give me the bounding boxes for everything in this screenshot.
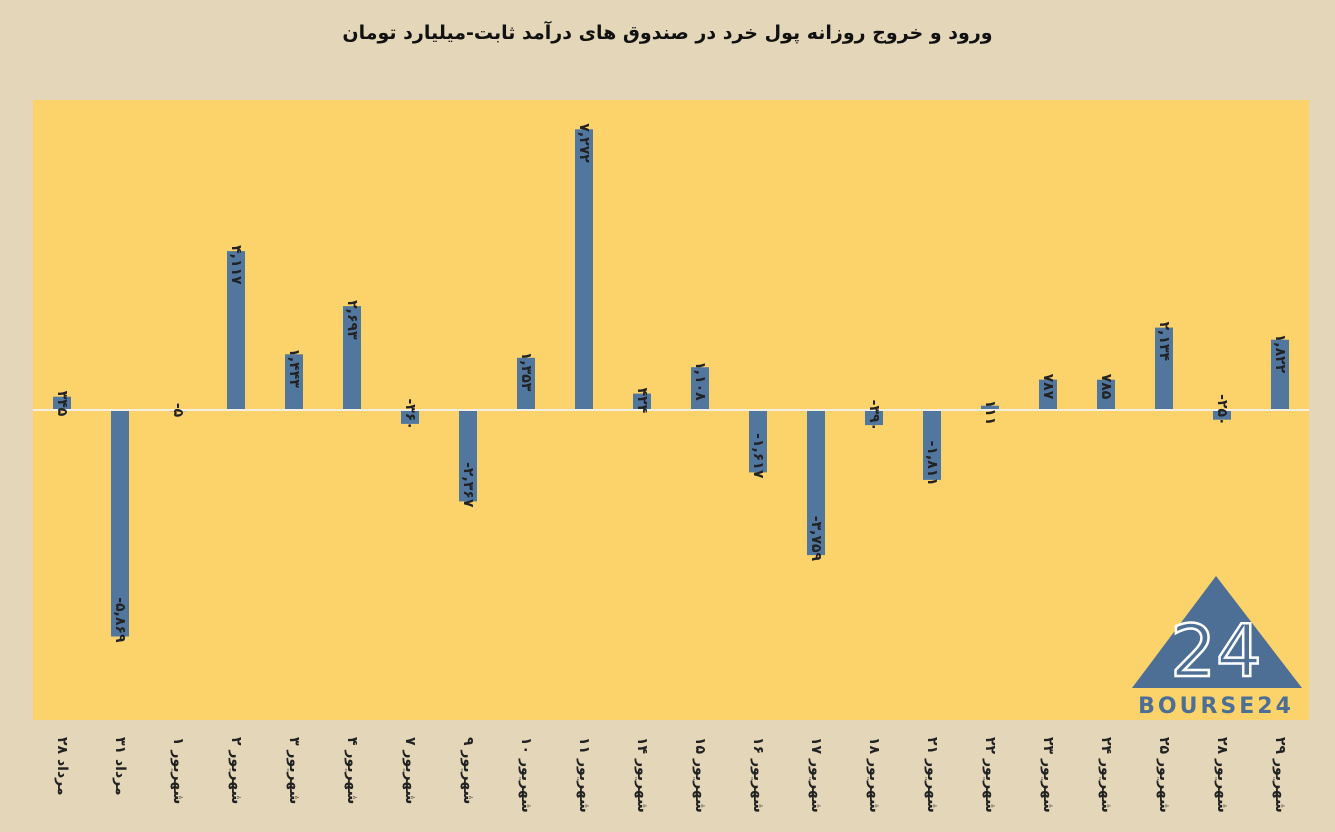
category-label: ۲۸ مرداد [54,737,70,796]
category-label: ۳ شهریور [286,737,302,804]
value-label: ۷,۲۷۲ [576,123,592,163]
bar [1097,379,1115,410]
bar [53,396,71,410]
category-label: ۹ شهریور [460,737,476,804]
category-label: ۳۱ مرداد [112,737,128,796]
category-label: ۱ شهریور [170,737,186,804]
value-label: -۳۹۰ [866,400,882,431]
value-label: -۱,۶۱۷ [750,433,766,479]
category-labels-group: ۲۸ مرداد ۳۱ مرداد ۱ شهریور ۲ شهریور ۳ شهریور… [54,737,1288,813]
category-label: ۲۸ شهریور [1214,737,1230,813]
value-label: -۲۵۰ [1214,394,1230,425]
bar [1271,339,1289,410]
logo-text: BOURSE24 [1138,694,1294,719]
bar [401,410,419,424]
category-label: ۲۹ شهریور [1272,737,1288,813]
value-label: -۵,۸۶۹ [112,597,128,643]
bar [749,410,767,473]
value-label: ۱,۴۴۳ [286,348,302,388]
bar [575,129,593,411]
bar [865,410,883,426]
value-label: ۱,۳۵۳ [518,352,534,392]
value-label: ۱۱۱ [982,400,998,426]
bar [981,405,999,410]
category-label: ۲۵ شهریور [1156,737,1172,813]
bar [517,357,535,410]
value-label: -۵ [170,403,186,418]
value-label: ۴,۱۱۷ [228,245,244,285]
chart-title: ورود و خروج روزانه پول خرد در صندوق های … [342,22,993,44]
value-label: ۱,۱۰۸ [692,361,708,401]
bourse24-logo: 24 BOURSE24 [1132,576,1302,719]
bar [633,393,651,410]
bar [807,410,825,556]
value-label: ۷۸۷ [1040,374,1056,400]
value-label: -۱,۸۱۱ [924,441,940,486]
category-label: ۲۱ شهریور [924,737,940,813]
bars-group [53,129,1289,637]
bar [1155,327,1173,410]
value-label: ۲,۶۹۳ [344,300,360,340]
bar [1039,379,1057,410]
value-label: -۳,۷۵۹ [808,516,824,562]
category-label: ۱۴ شهریور [634,737,650,813]
value-labels-group: ۳۴۵ -۵,۸۶۹ -۵ ۴,۱۱۷ ۱,۴۴۳ ۲,۶۹۳ -۳۶۰ -۲,۳۶۷ ۱,۳۵… [54,123,1288,643]
category-label: ۱۱ شهریور [576,737,592,813]
bar [691,367,709,410]
bar [227,251,245,410]
category-label: ۱۵ شهریور [692,737,708,813]
value-label: -۳۶۰ [402,398,418,429]
category-label: ۱۸ شهریور [866,737,882,813]
bar [1213,410,1231,420]
value-label: ۱,۸۲۲ [1272,334,1288,374]
category-label: ۲۲ شهریور [982,737,998,813]
value-label: ۲,۱۳۴ [1156,322,1172,362]
bar [923,410,941,480]
value-label: -۲,۳۶۷ [460,462,476,508]
bar [111,410,129,637]
category-label: ۷ شهریور [402,737,418,804]
category-label: ۱۷ شهریور [808,737,824,813]
value-label: ۳۴۵ [54,391,70,417]
value-label: ۴۲۴ [634,388,650,414]
value-label: ۷۸۵ [1098,374,1114,400]
bar [459,410,477,502]
bar [343,306,361,410]
category-label: ۲ شهریور [228,737,244,804]
category-label: ۱۶ شهریور [750,737,766,813]
category-label: ۴ شهریور [344,737,360,804]
bar [285,354,303,410]
category-label: ۱۰ شهریور [518,737,534,813]
logo-triangle [1132,576,1302,688]
category-label: ۲۴ شهریور [1098,737,1114,813]
logo-number: 24 [1170,609,1262,693]
category-label: ۲۳ شهریور [1040,737,1056,813]
